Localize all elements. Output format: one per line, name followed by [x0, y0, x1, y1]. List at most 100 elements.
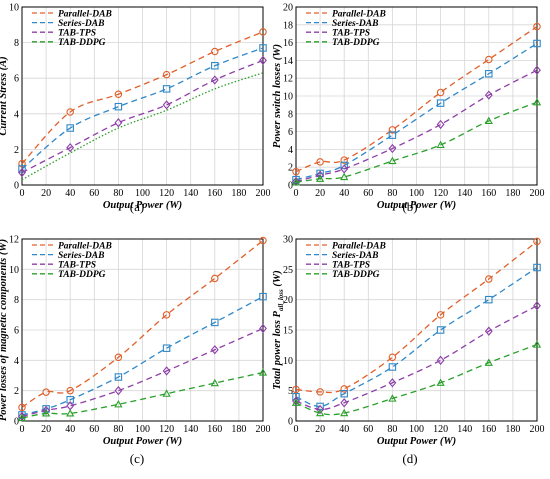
data-point — [292, 175, 300, 184]
data-point — [114, 399, 123, 408]
x-tick-label: 0 — [20, 424, 25, 435]
y-tick-label: 2 — [14, 145, 19, 156]
x-tick-label: 140 — [457, 188, 472, 199]
x-tick-label: 160 — [207, 188, 222, 199]
data-point — [211, 47, 219, 56]
data-point — [485, 55, 493, 64]
y-axis-label: Current Stress (A) — [0, 56, 9, 135]
chart-panel-a: 0 20 40 60 80 100 120 140 160 180 200 0 2 4 6 8 10 Output… — [0, 3, 271, 215]
data-point — [114, 373, 123, 381]
x-axis-label: Output Power (W) — [103, 200, 182, 211]
x-tick-label: 180 — [231, 424, 246, 435]
data-point — [211, 61, 219, 70]
data-point — [162, 85, 171, 93]
data-point — [316, 404, 325, 415]
series-tab-ddpg — [21, 72, 264, 181]
x-tick-label: 40 — [65, 424, 75, 435]
y-tick-label: 20 — [283, 295, 293, 306]
data-point — [315, 174, 325, 182]
x-tick-label: 80 — [113, 424, 123, 435]
y-tick-label: 0 — [14, 417, 19, 428]
axes-frame — [21, 238, 264, 422]
x-tick-label: 140 — [183, 424, 198, 435]
data-point — [291, 177, 301, 186]
data-point — [211, 274, 219, 283]
x-axis-label: Output Power (W) — [103, 436, 182, 447]
axes-frame — [295, 6, 538, 186]
y-tick-label: 12 — [9, 235, 19, 246]
x-tick-label: 60 — [89, 424, 99, 435]
data-point — [485, 295, 493, 304]
data-point — [292, 167, 300, 176]
series-tab-tps — [18, 55, 267, 178]
y-tick-label: 10 — [9, 265, 19, 276]
data-point — [388, 394, 397, 402]
y-tick-label: 8 — [14, 38, 19, 49]
series-line — [295, 240, 538, 394]
legend-label: Parallel-DAB — [58, 9, 112, 19]
data-point — [340, 389, 348, 398]
data-point — [388, 143, 397, 154]
x-tick-label: 0 — [294, 424, 299, 435]
data-point — [388, 363, 397, 371]
y-axis-label-text: Power losses of magnetic components (W) — [0, 239, 9, 421]
data-point — [259, 292, 267, 301]
series-line — [295, 343, 538, 416]
x-axis-label: Output Power (W) — [377, 200, 456, 211]
y-axis-label: Power losses of magnetic components (W) — [0, 239, 9, 421]
data-point — [210, 75, 219, 85]
data-point — [259, 323, 267, 334]
data-point — [291, 398, 301, 406]
data-point — [42, 405, 51, 416]
x-tick-label: 200 — [256, 188, 271, 199]
data-point — [210, 378, 219, 387]
y-axis-label: Total power loss Pall_loss (W) — [272, 270, 285, 389]
y-tick-label: 6 — [14, 74, 19, 85]
data-point — [18, 167, 26, 178]
data-point — [533, 65, 541, 75]
x-tick-label: 140 — [457, 424, 472, 435]
legend-label: TAB-DDPG — [332, 270, 380, 280]
data-point — [340, 172, 349, 181]
x-tick-label: 120 — [159, 424, 174, 435]
data-point — [66, 409, 75, 417]
data-point — [436, 355, 445, 365]
legend-label: TAB-DDPG — [58, 270, 106, 280]
data-point — [436, 99, 445, 107]
chart-panel-d: 0 20 40 60 80 100 120 140 160 180 200 0 5 10 15 20 25 30 O… — [272, 235, 545, 467]
y-axis-label-text: Power switch losses (W) — [272, 44, 283, 148]
data-point — [17, 413, 27, 422]
y-tick-label: 8 — [288, 109, 293, 120]
data-point — [484, 116, 493, 125]
x-tick-label: 200 — [530, 188, 545, 199]
data-point — [388, 126, 397, 134]
x-tick-label: 120 — [433, 424, 448, 435]
chart-panel-c: 0 20 40 60 80 100 120 140 160 180 200 0 2 4 6 8 10 12 Outp… — [0, 235, 271, 467]
data-point — [66, 396, 74, 404]
data-point — [485, 70, 493, 78]
data-point — [388, 353, 397, 362]
data-point — [162, 311, 171, 319]
data-point — [66, 386, 74, 395]
data-point — [162, 344, 171, 352]
y-tick-label: 0 — [288, 181, 293, 192]
data-point — [484, 90, 493, 100]
data-point — [436, 326, 445, 334]
x-tick-label: 60 — [89, 188, 99, 199]
data-point — [533, 301, 541, 311]
chart-panel-b: 0 20 40 60 80 100 120 140 160 180 200 0 2 4 6 8 10 12 14 16… — [272, 3, 545, 215]
x-tick-label: 200 — [256, 424, 271, 435]
y-tick-label: 4 — [14, 356, 19, 367]
x-tick-label: 20 — [315, 424, 325, 435]
data-point — [258, 368, 268, 376]
x-tick-label: 180 — [505, 424, 520, 435]
legend-label: Series-DAB — [332, 251, 378, 261]
y-tick-label: 15 — [283, 326, 293, 337]
y-tick-label: 6 — [288, 127, 293, 138]
data-point — [42, 388, 50, 396]
y-tick-label: 18 — [283, 20, 293, 31]
legend-label: TAB-TPS — [332, 261, 370, 271]
data-point — [436, 311, 445, 319]
